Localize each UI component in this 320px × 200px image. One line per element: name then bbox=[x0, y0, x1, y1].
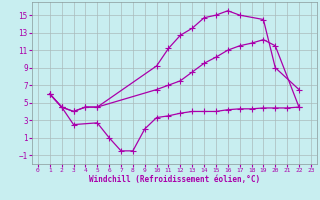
X-axis label: Windchill (Refroidissement éolien,°C): Windchill (Refroidissement éolien,°C) bbox=[89, 175, 260, 184]
